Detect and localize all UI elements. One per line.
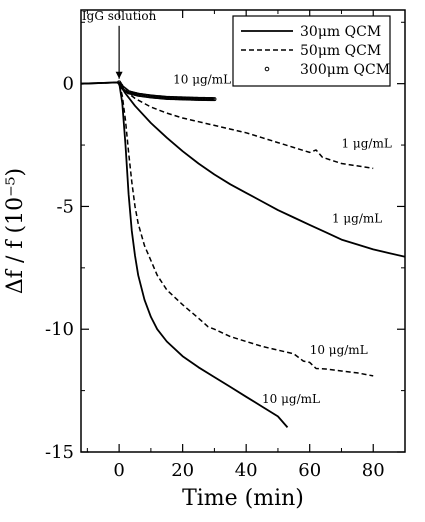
series-30-m-qcm-line	[80, 81, 406, 258]
ticks: 0 20 40 60 80 0 -5 -10 -15	[45, 10, 406, 481]
series-50-m-qcm-line	[80, 81, 374, 170]
x-tick-label: 40	[235, 460, 258, 481]
annotation-label: IgG solution	[82, 9, 157, 23]
y-tick-label: 0	[63, 74, 74, 95]
annotation-label: 1 μg/mL	[341, 137, 391, 151]
y-tick-label: -5	[56, 196, 74, 217]
x-tick-label: 20	[171, 460, 194, 481]
series-layer	[80, 80, 406, 428]
y-tick-label: -10	[45, 319, 74, 340]
legend-label-1: 30μm QCM	[300, 24, 381, 40]
annotation-label: 1 μg/mL	[332, 211, 382, 225]
legend: 30μm QCM 50μm QCM 300μm QCM	[232, 15, 391, 87]
series-300-m-qcm-points	[117, 80, 217, 102]
annotation-label: 10 μg/mL	[262, 392, 320, 406]
legend-box	[232, 15, 391, 87]
annotation-label: 10 μg/mL	[310, 343, 368, 357]
annotation-label: 10 μg/mL	[173, 73, 231, 87]
plot-frame	[80, 9, 406, 453]
legend-label-2: 50μm QCM	[300, 43, 381, 59]
annotation-layer: IgG solution 10 μg/mL 1 μg/mL 1 μg/mL 10 μg/…	[82, 9, 392, 406]
data-point	[212, 97, 217, 102]
y-axis-label: Δf / f (10⁻⁵)	[3, 168, 28, 294]
x-tick-label: 0	[113, 460, 124, 481]
x-tick-label: 80	[362, 460, 385, 481]
x-tick-label: 60	[298, 460, 321, 481]
series-30-m-qcm-line	[80, 81, 289, 428]
series-50-m-qcm-line	[80, 81, 374, 377]
legend-label-3: 300μm QCM	[300, 62, 390, 78]
annotation-arrowhead	[115, 71, 123, 79]
legend-swatch-circle	[264, 66, 270, 72]
y-tick-label: -15	[45, 442, 74, 463]
x-axis-label: Time (min)	[182, 486, 304, 511]
